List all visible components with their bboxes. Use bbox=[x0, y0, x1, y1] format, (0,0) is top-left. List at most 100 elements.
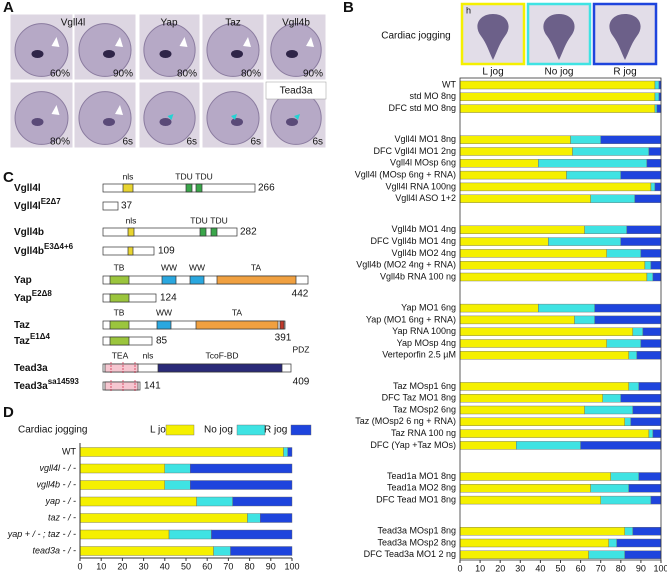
bar-segment bbox=[459, 327, 634, 336]
arrowhead bbox=[51, 37, 60, 47]
protein-name: YapE2Δ8 bbox=[14, 289, 52, 304]
domain-label: TEA bbox=[112, 350, 129, 360]
column-header: Taz bbox=[225, 18, 241, 29]
bar-segment bbox=[590, 484, 630, 493]
x-tick-label: 70 bbox=[223, 561, 233, 571]
column-header: Vgll4b bbox=[282, 18, 310, 29]
category-label: Taz (MOsp2 6 ng + RNA) bbox=[355, 416, 456, 426]
bar-segment bbox=[584, 225, 628, 235]
bar-segment bbox=[459, 261, 646, 270]
bar-segment bbox=[640, 339, 662, 348]
bar-segment bbox=[459, 80, 656, 90]
bar-segment bbox=[624, 527, 634, 536]
annotation: 6s bbox=[186, 137, 197, 148]
bar-segment bbox=[459, 538, 609, 548]
bar-segment bbox=[164, 463, 191, 474]
protein-name-main: Vgll4b bbox=[14, 246, 44, 257]
embryo-stain bbox=[159, 50, 172, 58]
bar-segment bbox=[459, 417, 626, 426]
bar-segment bbox=[459, 351, 630, 360]
bar-segment bbox=[459, 405, 585, 415]
bar-segment bbox=[548, 237, 622, 246]
bar-segment bbox=[459, 339, 607, 348]
protein-name: Tead3a bbox=[14, 363, 48, 374]
bar-segment bbox=[538, 303, 595, 313]
bar-segment bbox=[654, 92, 660, 102]
bar-segment bbox=[638, 382, 662, 391]
category-label: std MO 8ng bbox=[409, 91, 456, 101]
bar-segment bbox=[628, 484, 662, 493]
bar-segment bbox=[602, 394, 622, 403]
x-tick-label: 90 bbox=[636, 563, 646, 573]
x-tick-label: 90 bbox=[266, 561, 276, 571]
category-label: Tead3a MOsp1 8ng bbox=[377, 526, 456, 536]
domain-label: TDU bbox=[175, 171, 192, 181]
protein-allele: E2Δ8 bbox=[32, 289, 53, 298]
x-tick-label: 100 bbox=[284, 561, 299, 571]
column-header: Tead3a bbox=[280, 86, 313, 97]
bar-segment bbox=[538, 159, 648, 168]
legend-label: L jog bbox=[150, 425, 171, 436]
x-tick-label: 50 bbox=[181, 561, 191, 571]
bar-segment bbox=[190, 480, 293, 490]
bar-segment bbox=[638, 472, 662, 481]
legend-swatch bbox=[236, 424, 266, 436]
category-label: Yap MO1 6ng bbox=[401, 302, 456, 312]
bar-segment bbox=[459, 429, 650, 438]
domain-label: TDU bbox=[190, 215, 207, 225]
category-label: Taz MOsp1 6ng bbox=[393, 381, 456, 391]
legend-title: Cardiac jogging bbox=[18, 425, 88, 436]
bar-segment bbox=[588, 550, 626, 559]
protein-name: Vgll4lE2Δ7 bbox=[14, 197, 61, 212]
annotation: 6s bbox=[122, 137, 133, 148]
annotation: 90% bbox=[113, 69, 133, 80]
embryo bbox=[206, 23, 260, 77]
x-tick-label: 70 bbox=[596, 563, 606, 573]
bar-segment bbox=[632, 527, 662, 536]
bar-segment bbox=[213, 546, 231, 556]
bar-segment bbox=[459, 527, 626, 536]
panel-label: B bbox=[343, 0, 354, 16]
panel-label: D bbox=[3, 404, 14, 421]
embryo-stain bbox=[31, 118, 44, 126]
category-label: Taz RNA 100 ng bbox=[391, 428, 456, 438]
annotation: 90% bbox=[303, 69, 323, 80]
protein-name-main: Vgll4l bbox=[14, 201, 41, 212]
protein-allele: E3Δ4+6 bbox=[44, 242, 74, 251]
bar-segment bbox=[620, 170, 662, 180]
bar-segment bbox=[459, 194, 591, 203]
bar-segment bbox=[572, 147, 650, 156]
protein-name-main: Tead3a bbox=[14, 363, 48, 374]
embryo-stain bbox=[103, 50, 115, 58]
arrowhead bbox=[51, 105, 60, 115]
legend-label: No jog bbox=[204, 425, 233, 436]
annotation: 60% bbox=[50, 69, 70, 80]
x-tick-label: 10 bbox=[475, 563, 485, 573]
protein-length: 124 bbox=[160, 293, 177, 304]
bar-segment bbox=[459, 182, 652, 192]
x-tick-label: 60 bbox=[202, 561, 212, 571]
bar-segment bbox=[646, 159, 662, 168]
bar-segment bbox=[652, 429, 662, 438]
bar-segment bbox=[459, 441, 517, 450]
category-label: Yap RNA 100ng bbox=[392, 326, 456, 336]
x-tick-label: 40 bbox=[160, 561, 170, 571]
embryo bbox=[143, 23, 196, 77]
category-label: DFC (Yap +Taz MOs) bbox=[370, 440, 456, 450]
protein-name-main: Taz bbox=[14, 336, 30, 347]
bar-segment bbox=[634, 194, 662, 203]
charts: WT std MO 8ng DFC std MO 8ng Vgll4l MO1 8ng… bbox=[7, 2, 667, 573]
protein-length: 266 bbox=[258, 183, 275, 194]
bar-segment bbox=[636, 351, 662, 360]
column-header: Yap bbox=[160, 18, 177, 29]
x-tick-label: 50 bbox=[555, 563, 565, 573]
bar-segment bbox=[608, 538, 617, 548]
category-label: Tead1a MO1 8ng bbox=[387, 471, 456, 481]
category-label: yap - / - bbox=[44, 496, 76, 506]
bar-segment bbox=[628, 351, 638, 360]
x-tick-label: 80 bbox=[616, 563, 626, 573]
domain-label: TB bbox=[114, 307, 125, 317]
bar-segment bbox=[459, 104, 656, 113]
bar-segment bbox=[79, 480, 166, 490]
